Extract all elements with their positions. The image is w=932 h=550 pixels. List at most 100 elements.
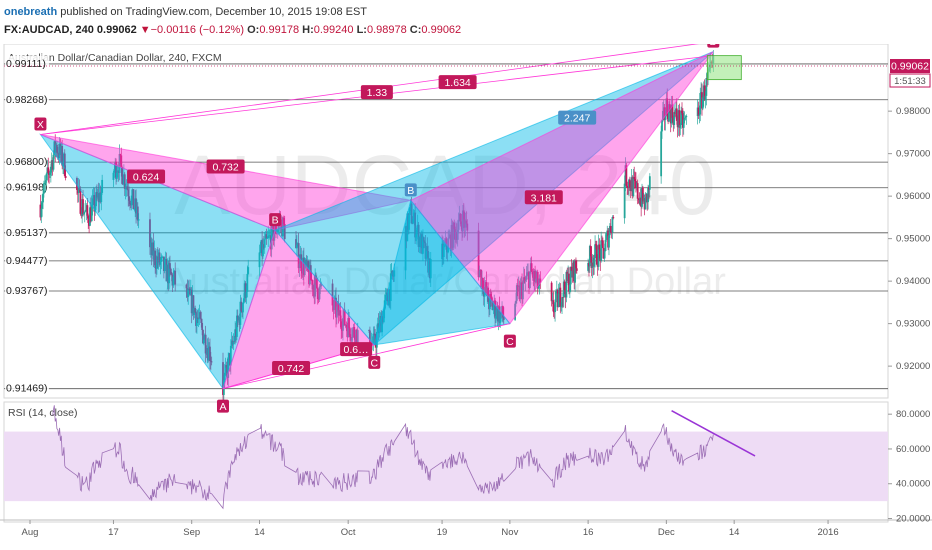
candle-body: [197, 318, 200, 320]
level-bg-6: [5, 283, 49, 296]
candle-body: [465, 220, 468, 224]
candle-body: [490, 296, 493, 302]
candle-body: [477, 230, 480, 278]
candle-body: [375, 331, 378, 348]
x-tick-label-10: 2016: [817, 527, 838, 538]
candle-body: [499, 312, 502, 323]
candle-body: [404, 226, 407, 271]
ratio-label-bg-7: [558, 110, 597, 125]
candle-body: [575, 268, 578, 271]
candle-body: [337, 302, 340, 316]
symbol-label[interactable]: FX:AUDCAD, 240: [4, 24, 94, 36]
x-tick-label-3: 14: [254, 527, 265, 538]
candle-body: [120, 155, 123, 168]
candle-body: [422, 237, 425, 242]
candle-body: [63, 153, 66, 176]
candle-body: [478, 270, 481, 278]
candle-body: [460, 221, 463, 225]
candle-body: [196, 317, 199, 319]
rsi-trendline: [671, 409, 756, 457]
candle-body: [209, 361, 212, 362]
candle-body: [348, 318, 350, 329]
ratio-label-1: 0.732: [212, 161, 238, 173]
ratio-line-ac: [222, 323, 510, 390]
last-price: 0.99062: [96, 24, 137, 36]
candle-body: [185, 284, 188, 289]
candle-body: [56, 144, 58, 153]
candle-body: [136, 206, 139, 221]
candle-body: [351, 329, 354, 339]
level-bg-0: [5, 55, 49, 68]
ratio-label-bg-4: [360, 85, 393, 100]
candle-body: [502, 306, 504, 318]
candle-body: [415, 234, 417, 238]
level-label-7: 0.91469): [6, 383, 47, 395]
candle-body: [523, 277, 526, 282]
candle-body: [112, 172, 115, 180]
candle-body: [297, 243, 300, 269]
candle-body: [415, 230, 418, 235]
candle-body: [82, 199, 84, 215]
candle-body: [309, 265, 312, 281]
candle-body: [158, 252, 161, 265]
candle-body: [409, 207, 411, 215]
candle-body: [192, 295, 195, 315]
candle-body: [531, 271, 534, 275]
candle-body: [574, 260, 576, 283]
candle-body: [87, 215, 90, 223]
candle-body: [555, 291, 557, 303]
candle-body: [389, 273, 392, 302]
low-value: 0.98978: [366, 24, 407, 36]
candle-body: [515, 300, 517, 304]
x-tick-label-7: 16: [583, 527, 594, 538]
candle-body: [587, 262, 590, 271]
candle-body: [568, 284, 571, 292]
candle-body: [236, 315, 238, 337]
candle-body: [93, 195, 96, 212]
candle-body: [516, 285, 519, 287]
candle-body: [685, 116, 688, 118]
y-tick-label-4: 0.94000: [896, 276, 930, 287]
candle-body: [353, 327, 356, 338]
ratio-label-bg-3: [340, 342, 373, 357]
level-label-3: 0.96198): [6, 182, 47, 194]
candle-body: [232, 341, 235, 345]
candle-body: [258, 252, 261, 268]
candle-body: [94, 206, 97, 212]
symbol-line: FX:AUDCAD, 240 0.99062 ▼−0.00116 (−0.12%…: [4, 24, 461, 36]
candle-body: [570, 266, 573, 271]
candle-body: [82, 212, 85, 215]
candle-body: [295, 244, 298, 249]
candle-body: [169, 268, 172, 275]
x-tick-label-0: Aug: [22, 527, 39, 538]
candle-body: [200, 318, 203, 323]
ratio-label-7: 2.247: [564, 113, 590, 125]
author-link[interactable]: onebreath: [4, 6, 58, 18]
candle-body: [49, 166, 52, 173]
candle-body: [91, 198, 94, 205]
candle-body: [201, 322, 204, 330]
candle-body: [664, 115, 667, 121]
candle-body: [343, 309, 346, 325]
candle-body: [86, 205, 89, 216]
candle-body: [636, 183, 639, 199]
candle-body: [699, 93, 702, 115]
candle-body: [196, 317, 198, 326]
x-tick-label-9: 14: [729, 527, 740, 538]
candle-body: [245, 291, 248, 298]
candle-body: [246, 273, 249, 292]
candle-body: [56, 152, 59, 154]
rsi-y-tick-label-0: 80.0000: [896, 409, 930, 420]
candle-body: [704, 95, 707, 101]
candle-body: [169, 263, 171, 269]
price-pane: [3, 44, 889, 399]
candle-body: [423, 241, 426, 244]
x-tick-label-2: Sep: [183, 527, 200, 538]
level-label-6: 0.93767): [6, 285, 47, 297]
candle-body: [311, 280, 314, 290]
candle-body: [79, 188, 82, 214]
rsi-y-tick-label-1: 60.0000: [896, 444, 930, 455]
candle-body: [265, 234, 268, 239]
low-label: L:: [356, 24, 367, 36]
